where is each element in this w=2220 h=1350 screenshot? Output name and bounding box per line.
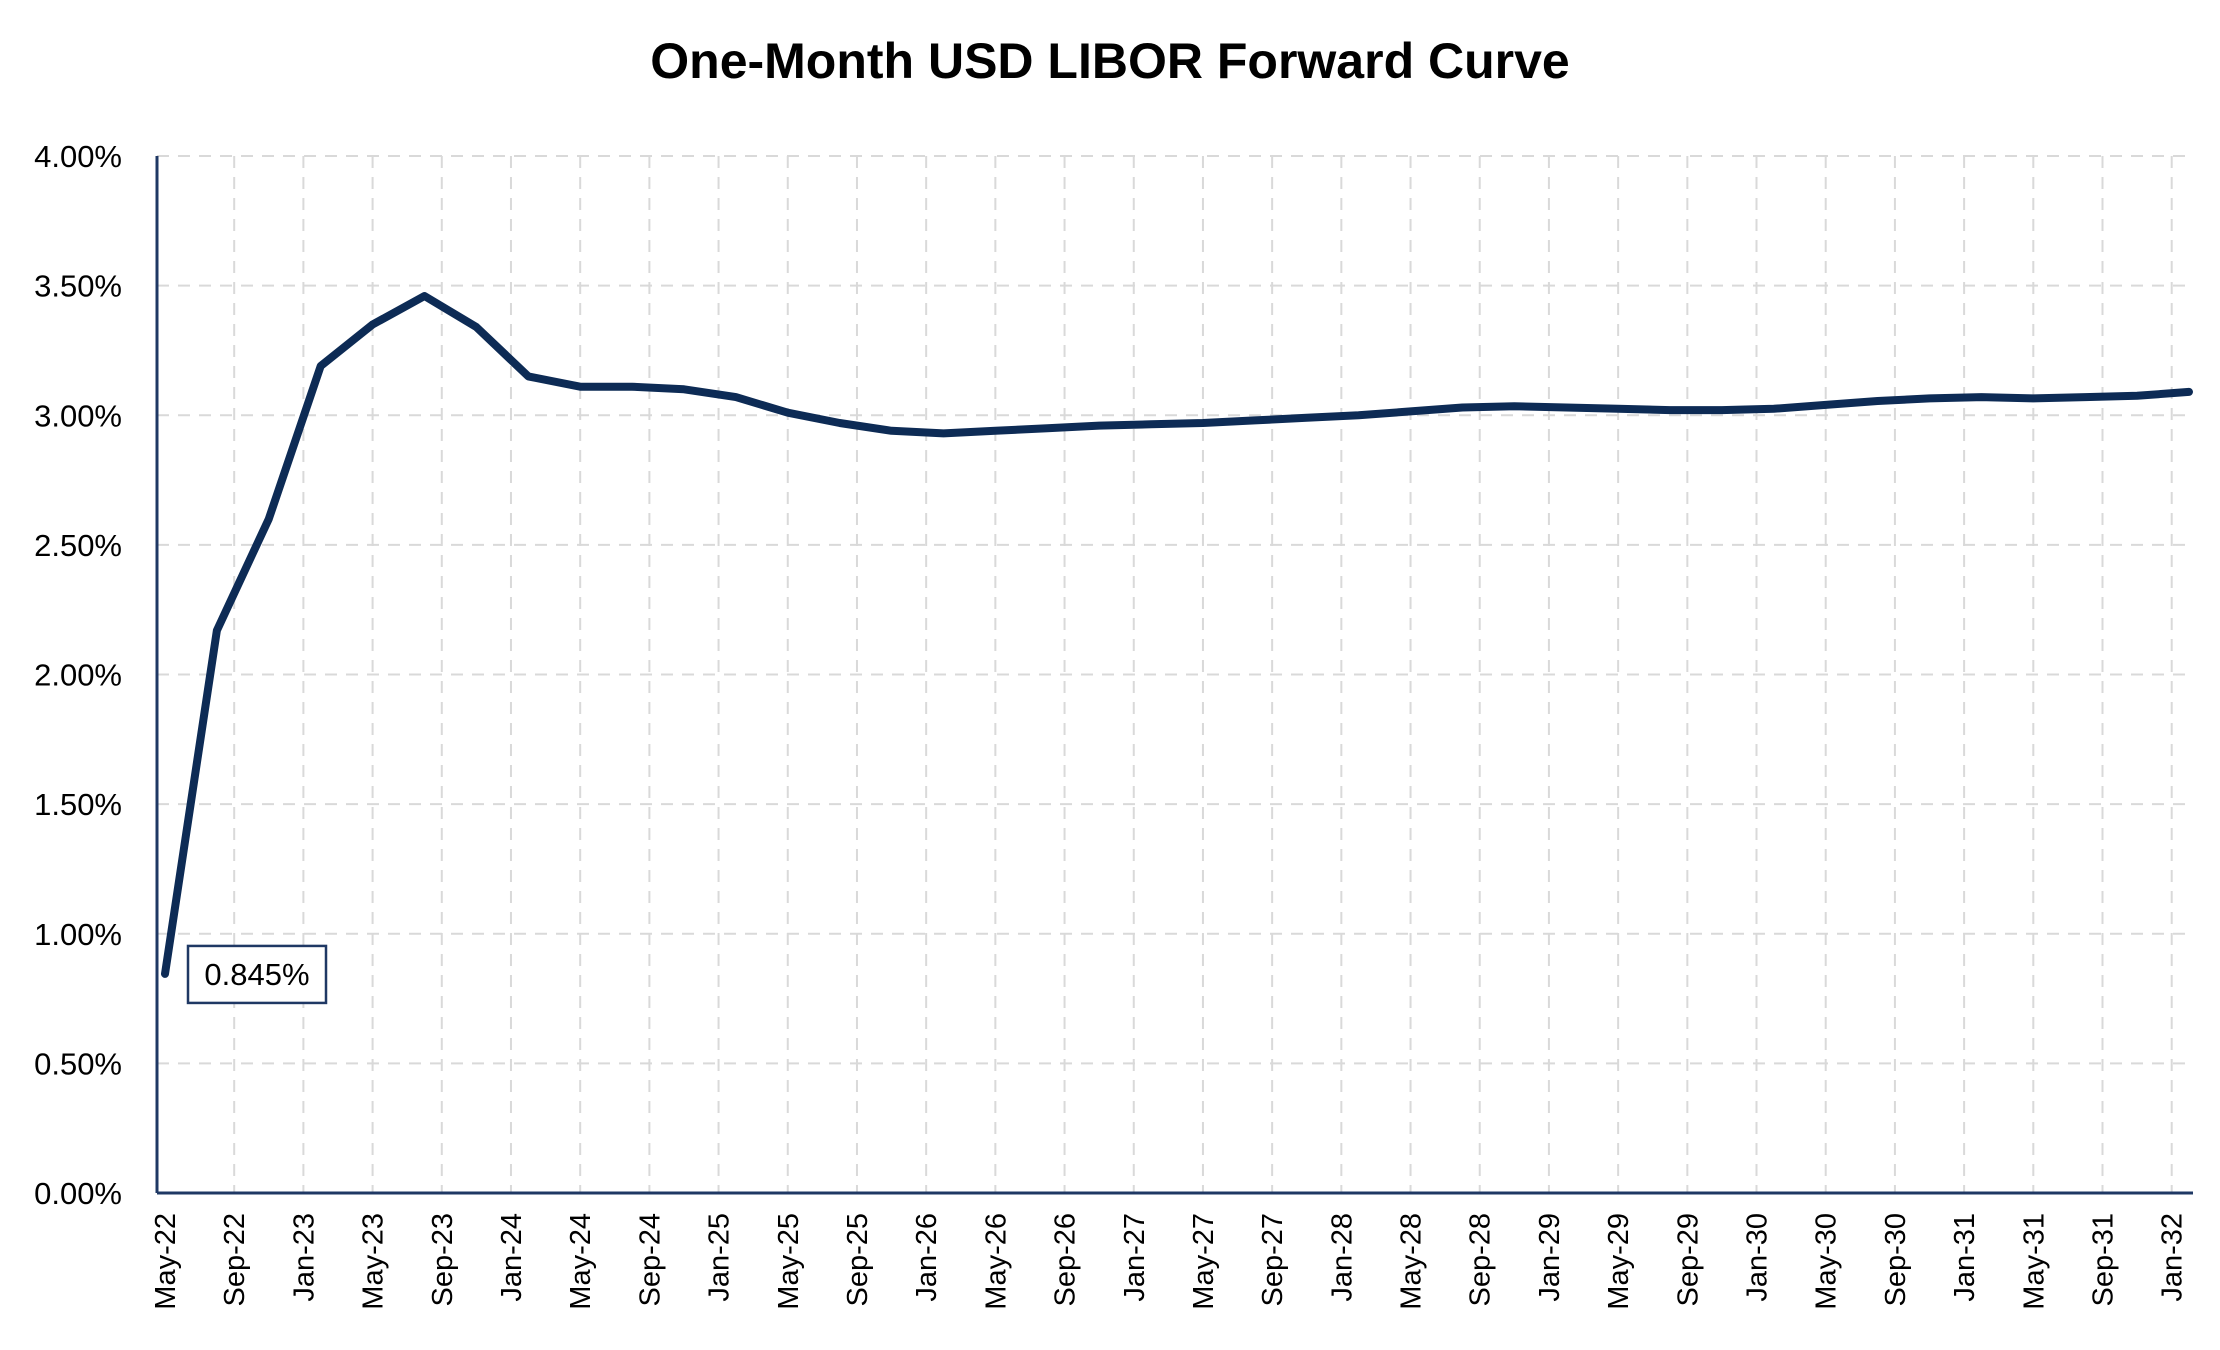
- y-tick-label: 2.00%: [34, 658, 122, 693]
- x-tick-label: May-31: [2018, 1213, 2050, 1310]
- series-layer: [161, 292, 2193, 978]
- y-tick-label: 4.00%: [34, 139, 122, 174]
- x-tick-label: May-27: [1188, 1213, 1220, 1310]
- x-tick-labels: May-22 Sep-22 Jan-23 May-23 Sep-23 Jan-24 May-…: [150, 1213, 2189, 1310]
- y-tick-label: 0.00%: [34, 1176, 122, 1211]
- series-line: [161, 292, 2193, 978]
- x-tick-label: Jan-29: [1534, 1213, 1566, 1302]
- x-tick-label: Sep-25: [842, 1213, 874, 1307]
- x-tick-label: Sep-31: [2088, 1213, 2120, 1307]
- y-tick-label: 2.50%: [34, 528, 122, 563]
- x-tick-label: Sep-24: [634, 1213, 666, 1307]
- x-tick-label: Jan-25: [704, 1213, 736, 1302]
- x-tick-label: May-26: [980, 1213, 1012, 1310]
- x-tick-label: Sep-30: [1880, 1213, 1912, 1307]
- x-tick-label: Sep-29: [1672, 1213, 1704, 1307]
- x-tick-label: Jan-24: [496, 1213, 528, 1302]
- x-tick-label: Jan-30: [1742, 1213, 1774, 1302]
- annotation: 0.845%: [186, 944, 328, 1005]
- annotation-box: [186, 944, 328, 1005]
- y-tick-label: 3.00%: [34, 398, 122, 433]
- x-tick-label: May-30: [1811, 1213, 1843, 1310]
- x-tick-label: Jan-27: [1119, 1213, 1151, 1302]
- y-tick-label: 0.50%: [34, 1046, 122, 1081]
- axes: [155, 156, 2193, 1195]
- annotation-label: 0.845%: [204, 957, 309, 992]
- x-tick-label: Sep-27: [1257, 1213, 1289, 1307]
- x-tick-label: Jan-28: [1326, 1213, 1358, 1302]
- x-tick-label: May-29: [1603, 1213, 1635, 1310]
- x-tick-label: Sep-23: [427, 1213, 459, 1307]
- y-tick-label: 1.50%: [34, 787, 122, 822]
- x-tick-label: May-28: [1396, 1213, 1428, 1310]
- x-tick-label: Jan-32: [2157, 1213, 2189, 1302]
- grid-lines: [157, 155, 2193, 1193]
- x-tick-label: Jan-23: [288, 1213, 320, 1302]
- x-tick-label: Sep-28: [1465, 1213, 1497, 1307]
- x-tick-label: May-23: [358, 1213, 390, 1310]
- x-tick-label: May-25: [773, 1213, 805, 1310]
- y-tick-labels: 0.00% 0.50% 1.00% 1.50% 2.00% 2.50% 3.00% 3.50%…: [34, 139, 122, 1211]
- x-tick-label: May-24: [565, 1213, 597, 1310]
- x-tick-label: Sep-22: [219, 1213, 251, 1307]
- x-tick-label: Jan-26: [911, 1213, 943, 1302]
- chart-title: One-Month USD LIBOR Forward Curve: [650, 33, 1570, 89]
- y-tick-label: 3.50%: [34, 269, 122, 304]
- x-tick-label: Sep-26: [1050, 1213, 1082, 1307]
- x-tick-label: Jan-31: [1949, 1213, 1981, 1302]
- y-tick-label: 1.00%: [34, 917, 122, 952]
- x-tick-label: May-22: [150, 1213, 182, 1310]
